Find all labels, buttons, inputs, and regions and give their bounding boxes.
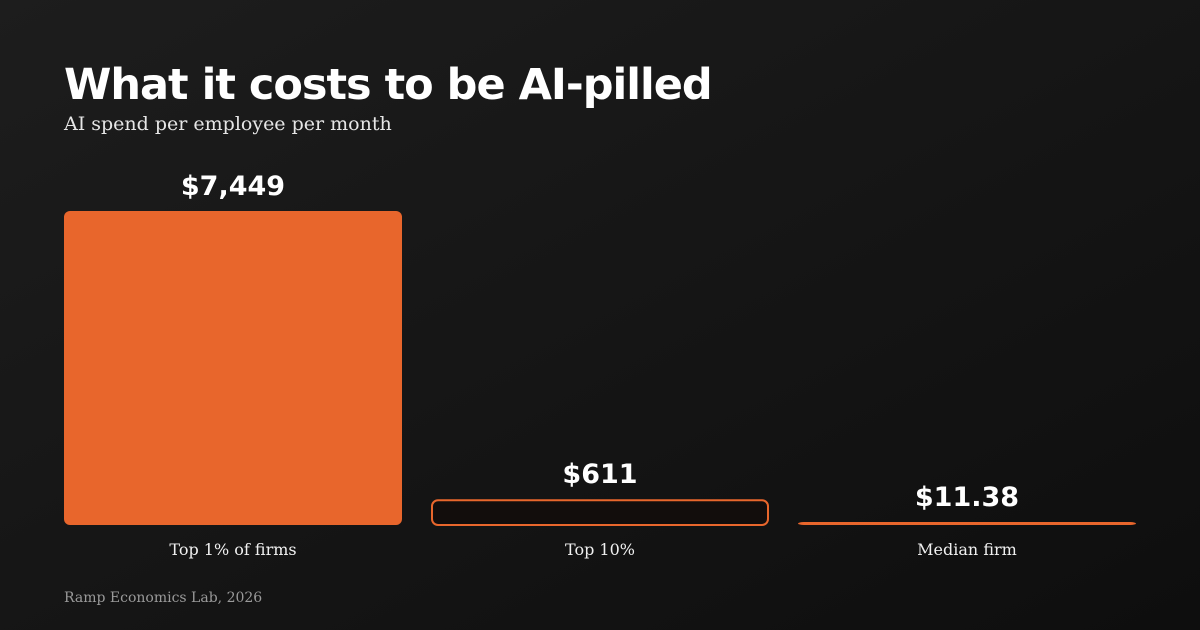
value-label: $7,449 xyxy=(181,171,285,202)
bar xyxy=(64,211,402,525)
source: Ramp Economics Lab, 2026 xyxy=(64,590,262,606)
category-label: Top 1% of firms xyxy=(169,540,296,559)
value-label: $11.38 xyxy=(915,482,1019,513)
category-label: Median firm xyxy=(917,540,1017,559)
bar xyxy=(798,522,1136,525)
chart-subtitle: AI spend per employee per month xyxy=(63,113,392,135)
bar xyxy=(431,499,769,526)
category-label: Top 10% xyxy=(565,540,635,559)
value-label: $611 xyxy=(562,459,637,490)
chart-title: What it costs to be AI-pilled xyxy=(64,60,712,110)
